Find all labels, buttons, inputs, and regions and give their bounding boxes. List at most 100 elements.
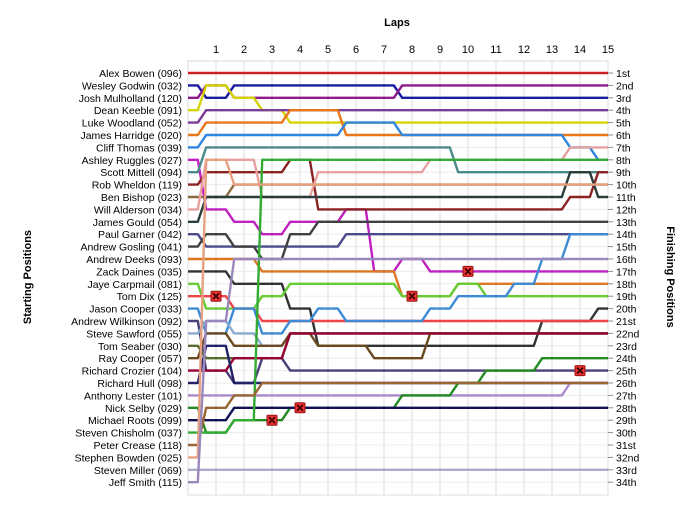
- series-line: [188, 84, 608, 99]
- retirement-mark: [210, 290, 222, 302]
- series-line: [188, 158, 608, 211]
- x-tick-label: 13: [546, 44, 558, 56]
- starting-position-label: Scott Mittell (094): [100, 167, 182, 179]
- x-tick-label: 15: [602, 44, 614, 56]
- finishing-position-label: 10th: [616, 180, 637, 192]
- starting-labels: Alex Bowen (096)Wesley Godwin (032)Josh …: [71, 68, 182, 489]
- starting-position-label: Jeff Smith (115): [109, 477, 182, 489]
- starting-position-label: Zack Daines (035): [96, 266, 182, 278]
- retirement-marks: [210, 265, 586, 426]
- series-line: [188, 171, 608, 223]
- starting-position-label: Michael Roots (099): [88, 415, 182, 427]
- finishing-position-label: 26th: [616, 378, 637, 390]
- finishing-position-label: 21st: [616, 316, 636, 328]
- starting-position-label: Anthony Lester (101): [84, 390, 182, 402]
- finishing-position-label: 6th: [616, 130, 631, 142]
- starting-position-label: James Gould (054): [93, 217, 182, 229]
- starting-position-label: Jason Cooper (033): [89, 304, 182, 316]
- starting-position-label: Cliff Thomas (039): [96, 142, 182, 154]
- series-line: [188, 121, 608, 161]
- starting-position-label: Josh Mulholland (120): [79, 93, 182, 105]
- finishing-position-label: 25th: [616, 366, 637, 378]
- starting-position-label: Andrew Gosling (041): [80, 242, 182, 254]
- starting-position-label: Paul Garner (042): [98, 229, 182, 241]
- starting-position-label: Steven Chisholm (037): [75, 428, 182, 440]
- finishing-position-label: 30th: [616, 428, 637, 440]
- series-line: [188, 146, 608, 174]
- starting-position-label: Tom Seaber (030): [98, 341, 182, 353]
- starting-position-label: Luke Woodland (052): [82, 118, 182, 130]
- finishing-position-label: 34th: [616, 477, 637, 489]
- x-tick-label: 6: [353, 44, 359, 56]
- finishing-position-label: 29th: [616, 415, 637, 427]
- starting-position-label: Stephen Bowden (025): [75, 452, 182, 464]
- retirement-mark: [266, 414, 278, 426]
- series-line: [188, 319, 608, 385]
- finishing-position-label: 13th: [616, 217, 637, 229]
- series-line: [188, 84, 608, 124]
- series-line: [188, 357, 608, 434]
- finishing-position-label: 27th: [616, 390, 637, 402]
- starting-position-label: James Harridge (020): [80, 130, 182, 142]
- finishing-position-label: 22nd: [616, 328, 640, 340]
- series-line: [188, 158, 608, 459]
- finishing-position-label: 32nd: [616, 452, 640, 464]
- series-lines: [188, 71, 608, 484]
- finishing-position-label: 28th: [616, 403, 637, 415]
- starting-position-label: Wesley Godwin (032): [82, 80, 182, 92]
- x-tick-label: 14: [574, 44, 586, 56]
- finishing-labels: 1st2nd3rd4th5th6th7th8th9th10th11th12th1…: [608, 68, 640, 489]
- starting-position-label: Peter Crease (118): [93, 440, 182, 452]
- starting-position-label: Ben Bishop (023): [101, 192, 182, 204]
- series-line: [188, 158, 608, 434]
- finishing-position-label: 11th: [616, 192, 636, 204]
- x-tick-label: 2: [241, 44, 247, 56]
- finishing-position-label: 20th: [616, 304, 637, 316]
- x-tick-label: 8: [409, 44, 415, 56]
- finishing-position-label: 1st: [616, 68, 630, 80]
- finishing-position-label: 7th: [616, 142, 631, 154]
- finishing-position-label: 2nd: [616, 80, 634, 92]
- left-axis-label: Starting Positions: [22, 230, 34, 324]
- x-tick-label: 10: [462, 44, 474, 56]
- plot-area: [187, 60, 609, 496]
- finishing-position-label: 23rd: [616, 341, 637, 353]
- retirement-mark: [574, 365, 586, 377]
- finishing-position-label: 17th: [616, 266, 637, 278]
- starting-position-label: Andrew Deeks (093): [86, 254, 182, 266]
- starting-position-label: Steven Miller (069): [94, 465, 182, 477]
- finishing-position-label: 33rd: [616, 465, 637, 477]
- finishing-position-label: 5th: [616, 118, 631, 130]
- retirement-mark: [406, 290, 418, 302]
- finishing-position-label: 3rd: [616, 93, 631, 105]
- x-tick-label: 5: [325, 44, 331, 56]
- finishing-position-label: 24th: [616, 353, 637, 365]
- finishing-position-label: 31st: [616, 440, 636, 452]
- series-line: [188, 233, 608, 248]
- finishing-position-label: 9th: [616, 167, 631, 179]
- x-tick-label: 12: [518, 44, 530, 56]
- finishing-position-label: 15th: [616, 242, 637, 254]
- series-line: [188, 109, 608, 124]
- finishing-position-label: 18th: [616, 279, 637, 291]
- finishing-position-label: 8th: [616, 155, 631, 167]
- starting-position-label: Rob Wheldon (119): [92, 180, 182, 192]
- starting-position-label: Nick Selby (029): [105, 403, 182, 415]
- starting-position-label: Dean Keeble (091): [94, 105, 182, 117]
- starting-position-label: Steve Sawford (055): [86, 328, 182, 340]
- finishing-position-label: 12th: [616, 204, 637, 216]
- series-line: [188, 381, 608, 397]
- series-line: [188, 406, 608, 422]
- x-tick-label: 3: [269, 44, 275, 56]
- starting-position-label: Richard Hull (098): [97, 378, 182, 390]
- grid: [187, 60, 609, 496]
- retirement-mark: [294, 402, 306, 414]
- x-tick-label: 1: [213, 44, 219, 56]
- chart-title: Laps: [384, 17, 410, 29]
- finishing-position-label: 19th: [616, 291, 637, 303]
- x-tick-labels: 1 2 3 4 5 6 7 8 9 10 11 12 13 14 15: [213, 44, 614, 56]
- x-tick-label: 4: [297, 44, 303, 56]
- finishing-position-label: 4th: [616, 105, 631, 117]
- series-line: [188, 381, 608, 447]
